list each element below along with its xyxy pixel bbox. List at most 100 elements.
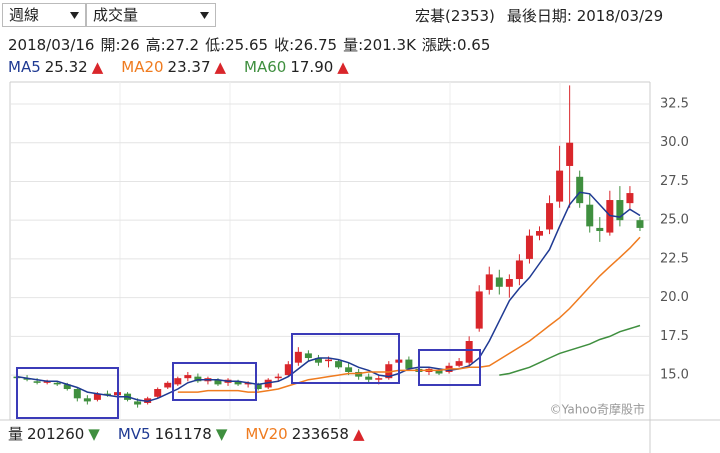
candle-body	[485, 274, 493, 290]
candle-body	[465, 340, 473, 363]
candle-body	[294, 351, 302, 363]
candle-body	[224, 379, 232, 383]
y-tick-label: 25.0	[660, 213, 689, 228]
y-tick-label: 30.0	[660, 135, 689, 150]
stock-info: 宏碁(2353) 最後日期: 2018/03/29	[415, 5, 669, 26]
candle-body	[93, 393, 101, 400]
candle-body	[184, 375, 192, 379]
volume-name: MV5	[117, 425, 151, 443]
candle-body	[515, 260, 523, 280]
quote-item: 漲跌:0.65	[421, 36, 491, 54]
candle-body	[83, 398, 91, 402]
candle-body	[73, 389, 81, 399]
candle-body	[204, 378, 212, 382]
quote-item: 開:26	[100, 36, 140, 54]
volume-arrow: ▼	[215, 425, 228, 443]
candle-body	[214, 379, 222, 385]
candle-body	[284, 364, 292, 376]
candle-body	[53, 382, 61, 385]
candle-body	[395, 359, 403, 363]
candle-body	[425, 368, 433, 372]
quote-item: 收:26.75	[274, 36, 338, 54]
legend-arrow: ▲	[214, 58, 227, 76]
volume-name: 量	[8, 425, 24, 443]
volume-arrow: ▼	[88, 425, 100, 443]
candle-body	[325, 359, 332, 362]
candle-body	[606, 200, 614, 233]
legend-name: MA5	[8, 58, 41, 76]
candle-body	[124, 393, 132, 400]
candle-body	[264, 379, 272, 388]
legend-arrow: ▲	[337, 58, 349, 76]
y-tick-label: 17.5	[660, 329, 689, 344]
stock-name: 宏碁(2353)	[415, 7, 495, 25]
candle-body	[355, 371, 363, 377]
candle-body	[194, 376, 202, 382]
candle-body	[566, 142, 574, 166]
candle-body	[596, 227, 604, 232]
legend-value: 17.90	[290, 58, 334, 76]
indicator-select[interactable]: 成交量	[86, 3, 216, 27]
quote-item: 量:201.3K	[343, 36, 416, 54]
ma-line	[177, 236, 641, 393]
candle-body	[164, 382, 172, 388]
candle-body	[234, 381, 242, 385]
dropdown-icon[interactable]	[200, 12, 209, 19]
candle-body	[415, 368, 423, 372]
y-tick-label: 32.5	[660, 96, 689, 111]
candle-body	[304, 353, 312, 359]
legend-value: 25.32	[44, 58, 88, 76]
candle-body	[435, 370, 443, 374]
candle-body	[636, 220, 644, 228]
quote-item: 高:27.2	[145, 36, 200, 54]
volume-arrow: ▲	[352, 425, 365, 443]
candle-body	[345, 367, 353, 372]
volume-legend: 量 201260 ▼ MV5 161178 ▼ MV20 233658 ▲	[8, 423, 383, 444]
candle-body	[536, 231, 543, 236]
indicator[interactable]: 成交量	[93, 6, 139, 24]
candle-body	[405, 359, 413, 369]
candle-body	[385, 364, 393, 379]
candle-body	[586, 204, 594, 227]
candle-body	[505, 279, 513, 287]
quote-date: 2018/03/16	[8, 36, 95, 54]
candle-body	[495, 277, 503, 287]
candle-body	[174, 378, 182, 385]
period-select[interactable]: 週線	[2, 3, 86, 27]
candle-body	[63, 384, 71, 390]
candle-body	[455, 361, 463, 366]
legend-value: 23.37	[167, 58, 211, 76]
candle-body	[43, 381, 51, 383]
candle-body	[314, 358, 322, 363]
volume-value: 233658	[291, 425, 349, 443]
ma-line	[16, 191, 641, 403]
last-date: 最後日期: 2018/03/29	[506, 7, 664, 25]
frame	[0, 81, 720, 453]
candle-body	[33, 381, 41, 383]
candle-body	[626, 193, 634, 204]
candle-body	[365, 376, 373, 380]
legend-name: MA60	[244, 58, 287, 76]
candle-body	[114, 392, 121, 396]
candle-body	[525, 235, 533, 259]
candle-body	[375, 378, 383, 380]
candle-body	[144, 398, 152, 403]
candle-body	[546, 203, 554, 230]
legend-name: MA20	[121, 58, 164, 76]
dropdown-icon[interactable]	[70, 12, 79, 19]
y-tick-label: 27.5	[660, 174, 689, 189]
candle-body	[445, 365, 453, 372]
candle-body	[335, 361, 343, 368]
candle-body	[103, 393, 111, 396]
candle-body	[154, 389, 162, 397]
candle-body	[475, 291, 483, 329]
y-tick-label: 20.0	[660, 290, 689, 305]
period[interactable]: 週線	[9, 6, 40, 24]
ma-line	[499, 324, 641, 376]
candle-body	[616, 200, 624, 221]
candle-body	[13, 376, 21, 379]
volume-name: MV20	[245, 425, 288, 443]
annotations	[16, 333, 481, 419]
y-tick-label: 22.5	[660, 251, 689, 266]
